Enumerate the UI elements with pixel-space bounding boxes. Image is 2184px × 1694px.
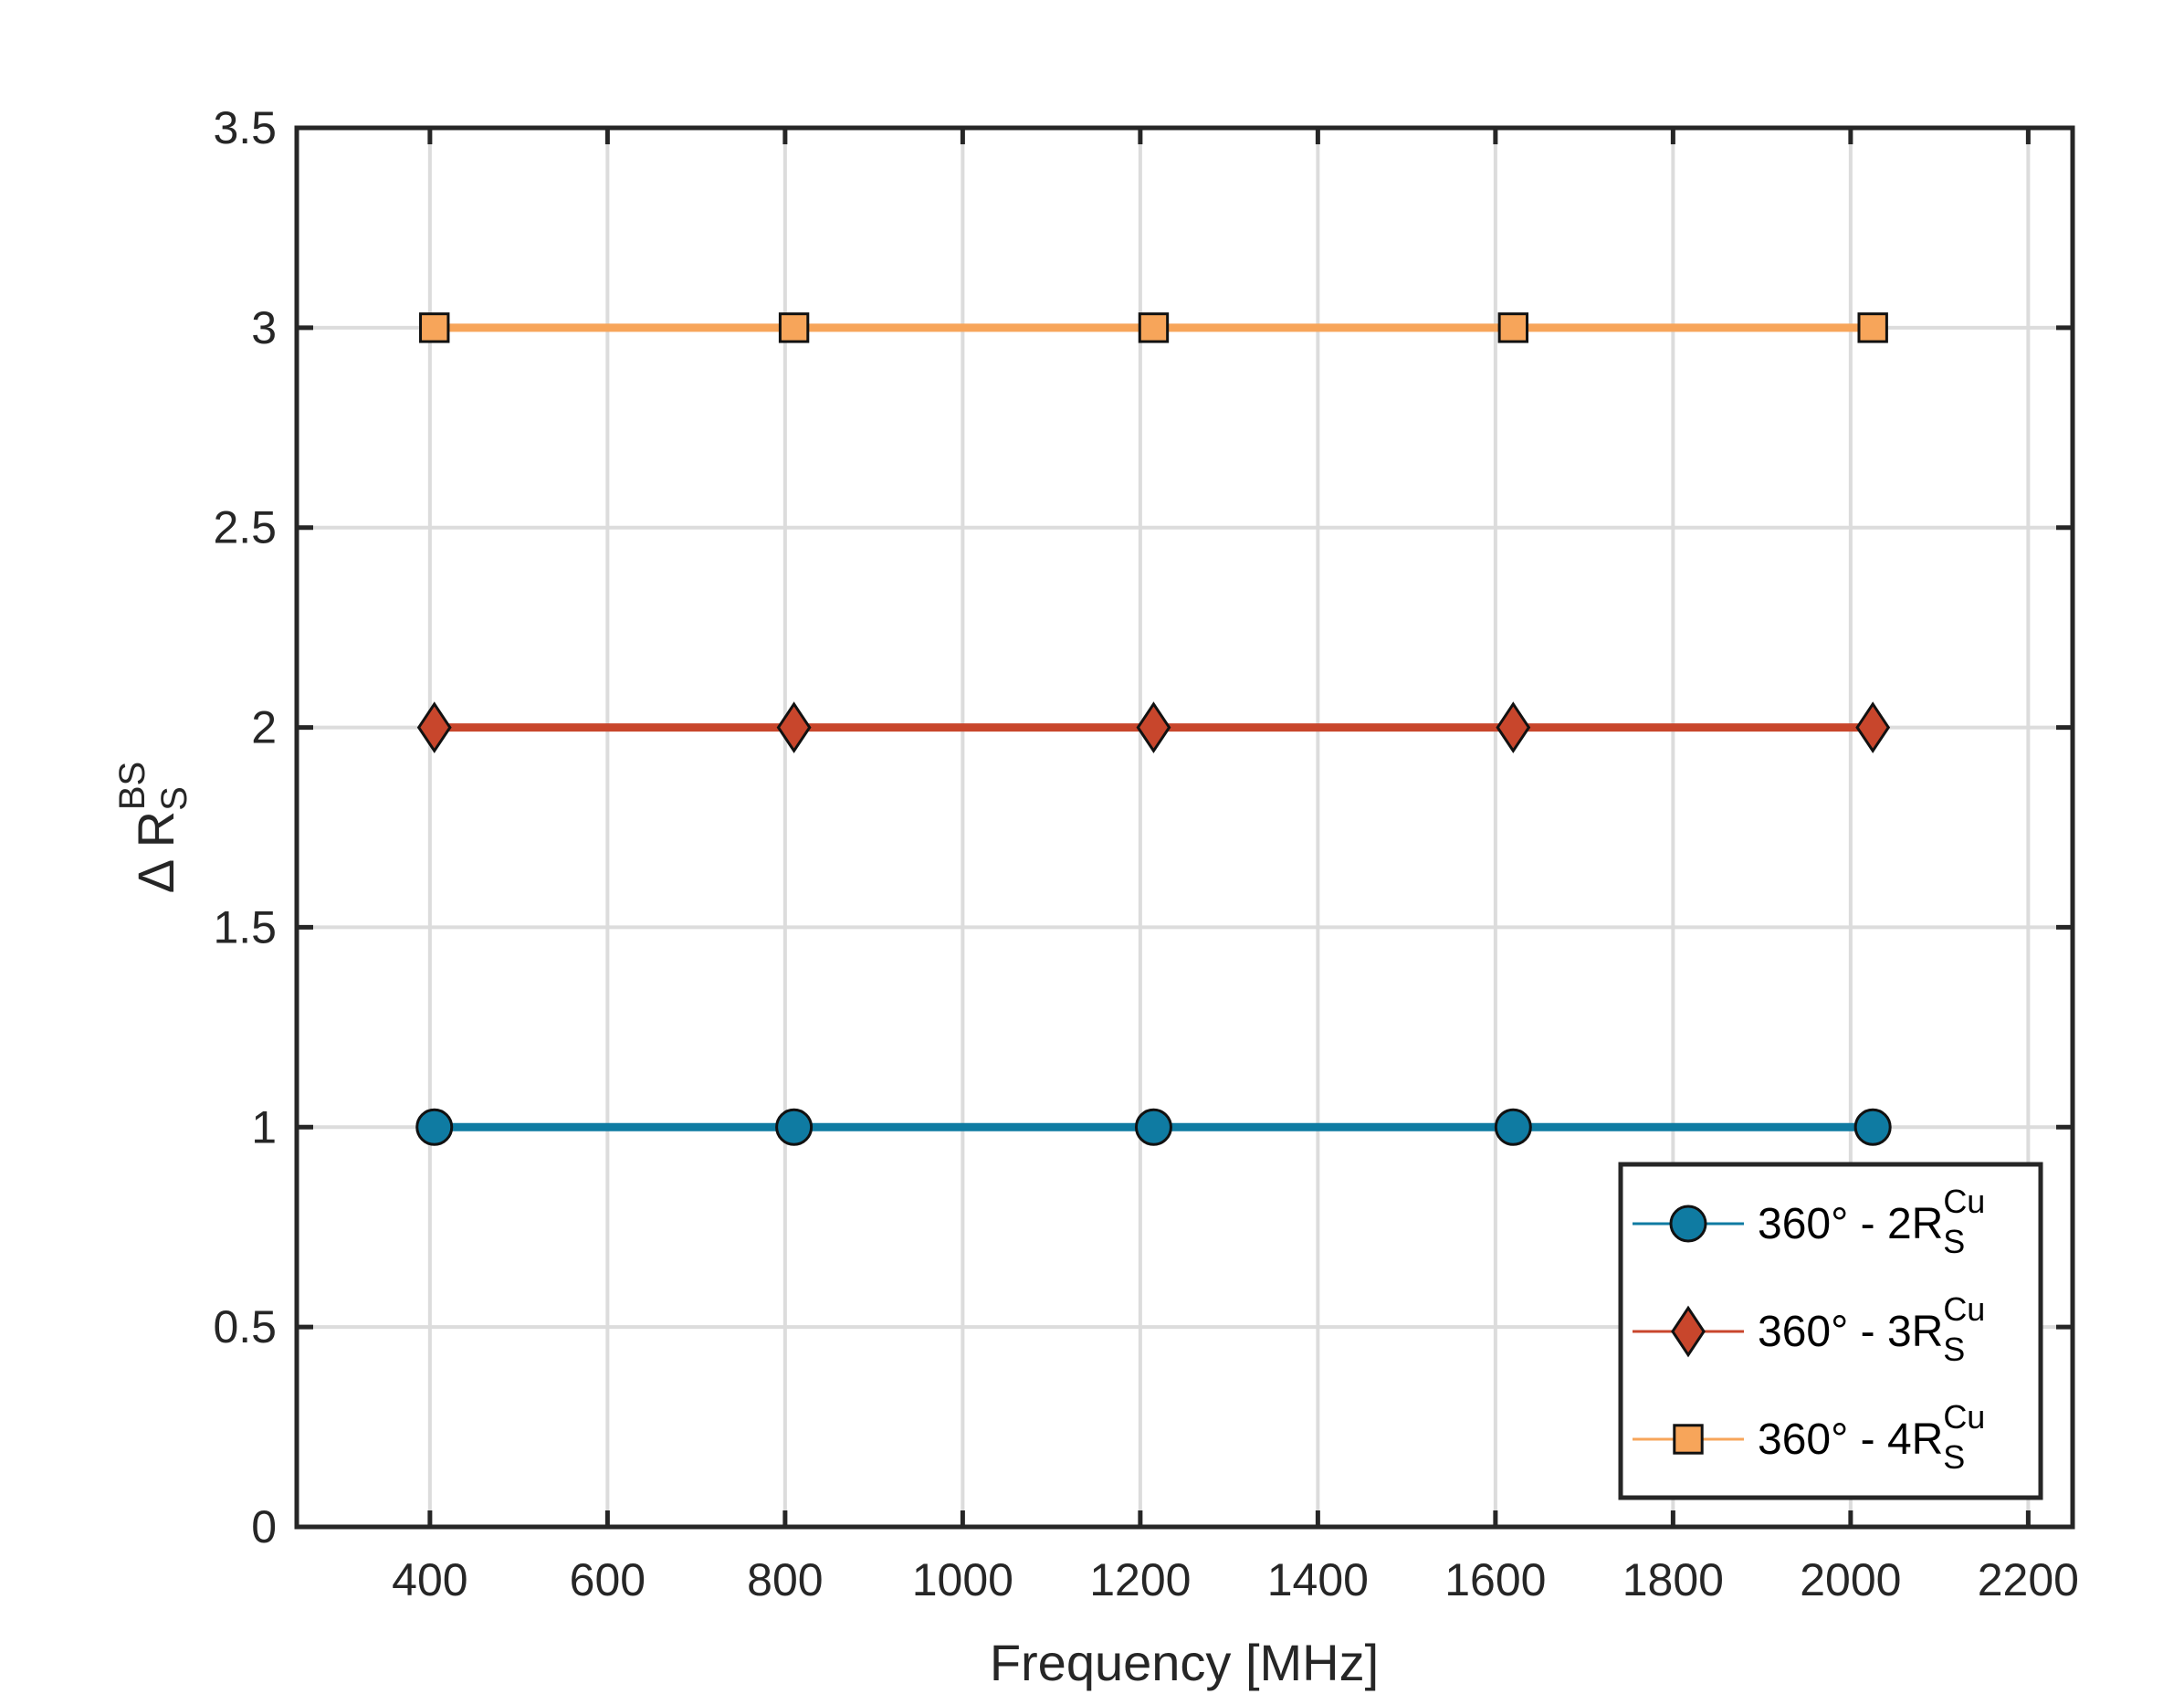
data-point-diamond (1855, 701, 1891, 753)
legend-label-sub: S (1943, 1438, 1965, 1476)
data-point-square (419, 312, 450, 343)
y-tick-label: 1.5 (213, 901, 277, 952)
svg-text:Δ RSBS: Δ RSBS (112, 762, 194, 893)
x-tick-label: 2200 (1978, 1554, 2079, 1605)
series-layer (415, 312, 1892, 1146)
legend-label-main: 360° - 2R (1758, 1200, 1943, 1248)
legend-marker-circle (1669, 1205, 1707, 1243)
series-1 (415, 1108, 1892, 1146)
legend-label: 360° - 4RSCu (1758, 1398, 1985, 1476)
ticks (297, 125, 2073, 1530)
y-axis-label: Δ RSBS (112, 762, 194, 893)
x-tick-label: 1600 (1444, 1554, 1546, 1605)
x-tick-label: 600 (570, 1554, 646, 1605)
legend-marker-square (1673, 1424, 1704, 1455)
x-tick-label: 400 (392, 1554, 467, 1605)
x-tick-label: 800 (747, 1554, 823, 1605)
legend-entry: 360° - 3RSCu (1633, 1290, 1985, 1368)
legend-marker-diamond (1671, 1305, 1706, 1358)
data-point-circle (1134, 1108, 1172, 1146)
legend-entry: 360° - 4RSCu (1633, 1398, 1985, 1476)
data-point-square (1138, 312, 1170, 343)
x-tick-label: 1000 (912, 1554, 1013, 1605)
data-point-square (1497, 312, 1529, 343)
data-point-square (1857, 312, 1888, 343)
data-point-diamond (776, 701, 812, 753)
y-axis-label-sup: BS (112, 762, 152, 810)
data-point-diamond (416, 701, 452, 753)
y-tick-label: 2 (251, 702, 277, 753)
data-point-circle (1853, 1108, 1892, 1146)
x-tick-label: 1800 (1622, 1554, 1724, 1605)
legend-label-sup: Cu (1943, 1290, 1985, 1328)
legend-label-main: 360° - 3R (1758, 1308, 1943, 1356)
legend-label-sub: S (1943, 1223, 1965, 1260)
legend-label-sup: Cu (1943, 1183, 1985, 1220)
series-3 (419, 312, 1888, 343)
data-point-circle (775, 1108, 814, 1146)
y-tick-label: 1 (251, 1101, 277, 1152)
data-point-diamond (1136, 701, 1171, 753)
y-tick-label: 2.5 (213, 502, 277, 553)
y-tick-label: 0.5 (213, 1301, 277, 1352)
y-axis-label-main: Δ R (127, 811, 184, 893)
legend-entry: 360° - 2RSCu (1633, 1183, 1985, 1260)
x-tick-label: 1400 (1267, 1554, 1369, 1605)
y-tick-labels: 0 0.5 1 1.5 2 2.5 3 3.5 (213, 102, 277, 1552)
x-axis-label: Frequency [MHz] (990, 1634, 1379, 1691)
y-tick-label: 3 (251, 302, 277, 353)
data-point-diamond (1496, 701, 1531, 753)
x-tick-labels: 400 600 800 1000 1200 1400 1600 1800 2000 2200 (392, 1554, 2079, 1605)
legend-label: 360° - 2RSCu (1758, 1183, 1985, 1260)
series-2 (416, 701, 1891, 753)
y-tick-label: 0 (251, 1501, 277, 1552)
data-point-circle (415, 1108, 454, 1146)
y-tick-label: 3.5 (213, 102, 277, 153)
x-tick-label: 2000 (1800, 1554, 1901, 1605)
plot-frame (294, 125, 2075, 1530)
data-point-square (778, 312, 810, 343)
legend-label-main: 360° - 4R (1758, 1415, 1943, 1464)
x-tick-label: 1200 (1089, 1554, 1191, 1605)
legend-label-sub: S (1943, 1331, 1965, 1368)
data-point-circle (1494, 1108, 1532, 1146)
y-axis-label-sub: S (154, 786, 194, 811)
legend-label: 360° - 3RSCu (1758, 1290, 1985, 1368)
legend-label-sup: Cu (1943, 1398, 1985, 1436)
